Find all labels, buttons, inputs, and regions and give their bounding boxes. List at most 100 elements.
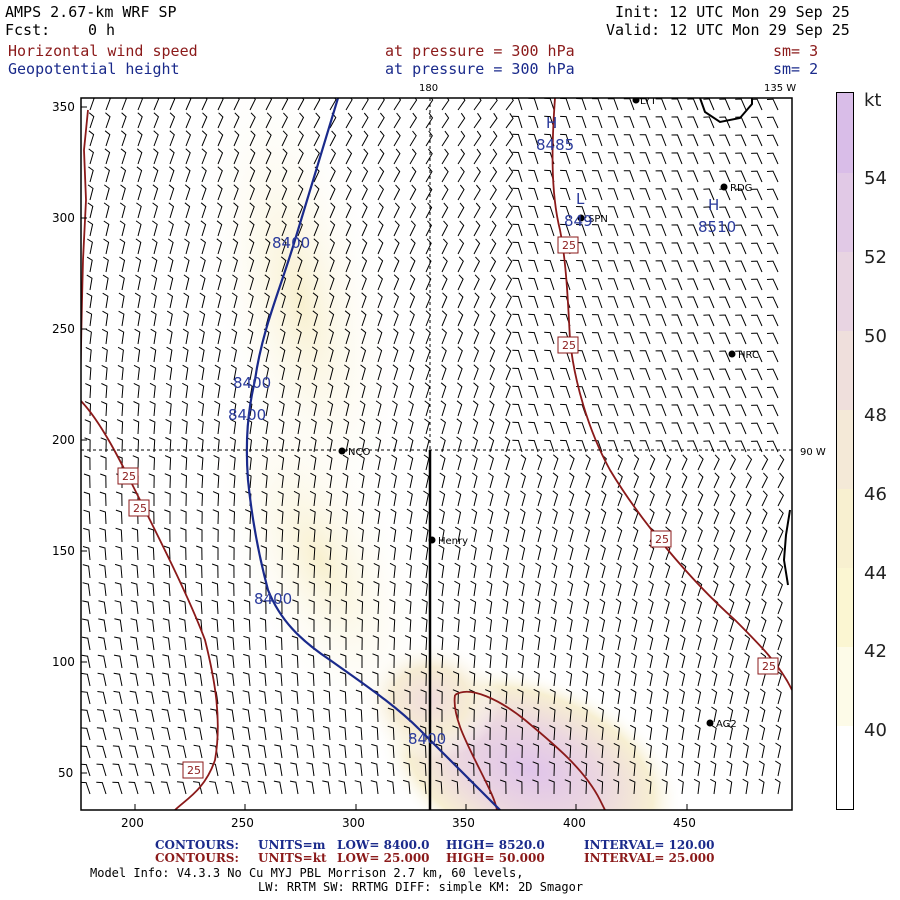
wind-barb bbox=[472, 436, 478, 453]
wind-barb bbox=[247, 328, 254, 345]
wind-barb bbox=[631, 634, 638, 651]
wind-barb bbox=[407, 436, 414, 453]
wind-barb bbox=[713, 508, 720, 525]
station-henry-dot bbox=[428, 536, 436, 544]
wind-barb bbox=[408, 400, 414, 417]
wind-barb bbox=[409, 328, 415, 345]
wind-barb bbox=[711, 688, 718, 705]
wind-barb bbox=[167, 274, 174, 291]
wind-barb bbox=[441, 292, 448, 309]
wind-barb bbox=[374, 508, 381, 525]
wind-barb bbox=[516, 743, 523, 759]
wind-barb bbox=[345, 98, 353, 111]
wind-barb bbox=[377, 238, 384, 255]
wind-barb bbox=[473, 98, 482, 111]
wind-barb bbox=[85, 328, 92, 345]
wind-barb bbox=[437, 653, 444, 669]
wind-barb bbox=[473, 202, 481, 219]
wind-barb bbox=[500, 725, 507, 741]
wind-barb bbox=[614, 670, 621, 687]
wind-barb bbox=[703, 134, 715, 147]
wind-barb bbox=[116, 437, 123, 453]
wind-barb bbox=[357, 526, 364, 543]
wind-barb bbox=[144, 763, 155, 777]
wind-barb bbox=[345, 202, 352, 219]
wind-barb bbox=[97, 672, 107, 687]
wind-barb bbox=[259, 617, 267, 633]
wind-barb bbox=[551, 544, 558, 561]
wind-barb bbox=[751, 422, 763, 435]
wind-barb bbox=[473, 184, 481, 201]
wind-barb bbox=[322, 726, 331, 741]
x-tick-label: 300 bbox=[342, 816, 365, 830]
wind-barb bbox=[503, 508, 510, 525]
wind-barb bbox=[512, 259, 523, 273]
wind-barb bbox=[343, 436, 349, 453]
wind-barb bbox=[440, 382, 447, 399]
wind-barb bbox=[293, 490, 300, 507]
wind-barb bbox=[710, 742, 717, 759]
wind-barb bbox=[582, 670, 589, 687]
wind-barb bbox=[735, 134, 747, 147]
wind-barb bbox=[129, 690, 139, 705]
wind-barb bbox=[761, 490, 768, 507]
colorbar-label: 46 bbox=[864, 484, 887, 505]
wind-barb bbox=[373, 562, 380, 579]
wind-barb bbox=[645, 778, 652, 795]
wind-barb bbox=[82, 618, 91, 633]
wind-barb bbox=[489, 382, 495, 399]
wind-barb bbox=[342, 490, 349, 507]
wind-barb bbox=[584, 490, 591, 507]
wind-barb bbox=[167, 292, 174, 309]
wind-barb bbox=[655, 404, 667, 417]
wind-barb bbox=[209, 781, 219, 795]
wind-barb bbox=[355, 707, 363, 723]
wind-barb bbox=[662, 742, 669, 759]
wind-barb bbox=[81, 763, 91, 777]
wind-barb bbox=[265, 130, 272, 147]
wind-barb bbox=[117, 382, 124, 399]
wind-barb bbox=[648, 562, 655, 579]
wind-barb bbox=[703, 404, 715, 417]
wind-barb bbox=[671, 116, 683, 129]
wind-barb bbox=[338, 762, 347, 777]
wind-barb bbox=[200, 202, 207, 219]
wind-barb bbox=[703, 170, 715, 183]
wind-barb bbox=[199, 328, 205, 345]
wind-barb bbox=[456, 400, 463, 417]
wind-barb bbox=[499, 779, 507, 795]
wind-barb bbox=[262, 382, 269, 399]
wind-barb bbox=[472, 418, 479, 435]
wind-barb bbox=[504, 418, 511, 435]
wind-barb bbox=[258, 708, 267, 723]
wind-barb bbox=[679, 652, 686, 669]
wind-barb bbox=[327, 382, 334, 399]
wind-barb bbox=[213, 473, 220, 489]
wind-barb bbox=[356, 653, 363, 668]
wind-barb bbox=[457, 184, 465, 201]
svg-text:25: 25 bbox=[562, 239, 576, 252]
wind-barb bbox=[599, 616, 606, 633]
colorbar-swatch bbox=[837, 331, 853, 410]
wind-barb bbox=[169, 148, 175, 165]
wind-barb bbox=[438, 562, 445, 579]
wind-barb bbox=[680, 598, 686, 615]
wind-barb bbox=[607, 386, 619, 399]
wind-barb bbox=[630, 706, 637, 723]
wind-barb bbox=[633, 454, 640, 471]
wind-barb bbox=[528, 133, 539, 147]
wind-barb bbox=[199, 274, 206, 291]
wind-barb bbox=[182, 328, 189, 345]
wind-barb bbox=[82, 582, 91, 597]
wind-barb bbox=[402, 779, 411, 795]
wind-barb bbox=[630, 688, 637, 705]
wind-barb bbox=[248, 238, 255, 255]
wind-barb bbox=[671, 440, 683, 453]
wind-barb bbox=[309, 490, 316, 507]
wind-barb bbox=[421, 635, 428, 651]
wind-barb bbox=[671, 422, 683, 435]
wind-barb bbox=[726, 760, 733, 777]
station-ag2-dot bbox=[706, 719, 714, 727]
wind-barb bbox=[246, 400, 253, 417]
wind-barb bbox=[375, 436, 382, 453]
